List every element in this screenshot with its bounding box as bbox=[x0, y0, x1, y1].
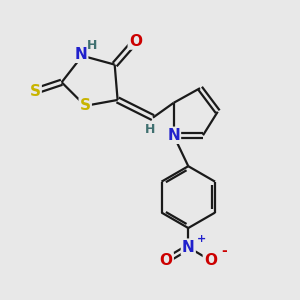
Text: N: N bbox=[182, 240, 195, 255]
Text: H: H bbox=[86, 39, 97, 52]
Text: H: H bbox=[145, 123, 155, 136]
Text: S: S bbox=[80, 98, 91, 113]
Text: +: + bbox=[196, 234, 206, 244]
Text: N: N bbox=[167, 128, 180, 143]
Text: N: N bbox=[74, 47, 87, 62]
Text: -: - bbox=[221, 244, 227, 258]
Text: O: O bbox=[204, 253, 217, 268]
Text: O: O bbox=[129, 34, 142, 49]
Text: S: S bbox=[30, 84, 41, 99]
Text: O: O bbox=[160, 253, 173, 268]
